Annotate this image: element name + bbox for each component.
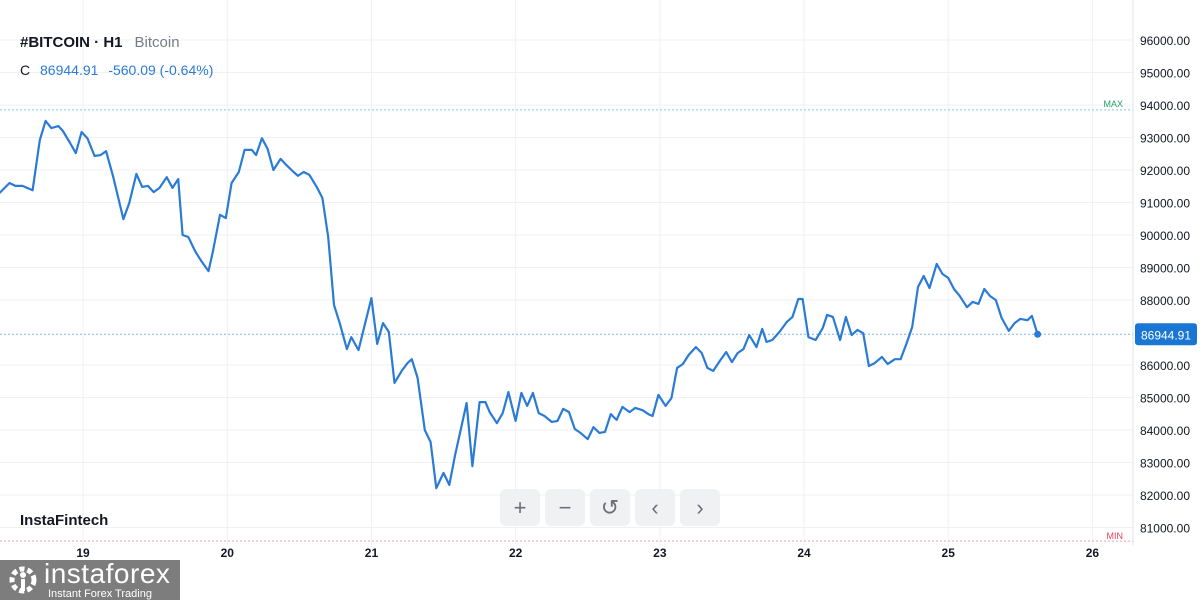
y-tick-label: 94000.00 [1140,99,1190,113]
y-tick-label: 92000.00 [1140,164,1190,178]
logo-name: instaforex [44,560,171,589]
y-tick-label: 95000.00 [1140,67,1190,81]
y-tick-label: 83000.00 [1140,457,1190,471]
y-tick-label: 86000.00 [1140,359,1190,373]
zoom-out-button[interactable]: − [545,489,585,526]
last-price-tag: 86944.91 [1135,323,1197,346]
change-value: -560.09 (-0.64%) [108,62,214,78]
y-tick-label: 85000.00 [1140,392,1190,406]
x-tick-label: 22 [509,546,523,560]
price-tag-label: 86944.91 [1141,328,1191,342]
scroll-right-button[interactable]: › [680,489,720,526]
x-tick-label: 25 [942,546,956,560]
last-price-dot [1034,330,1042,338]
symbol-label: #BITCOIN · H1 [20,34,123,51]
reset-icon: ↺ [600,494,620,520]
y-tick-label: 81000.00 [1140,522,1190,536]
x-tick-label: 23 [653,546,667,560]
ohlc-legend: C 86944.91 -560.09 (-0.64%) [20,62,213,79]
price-axis[interactable]: 96000.00 95000.00 94000.00 93000.00 92000.00… [1140,34,1190,536]
y-tick-label: 84000.00 [1140,424,1190,438]
x-tick-label: 20 [221,546,235,560]
chevron-right-icon: › [696,494,704,520]
chevron-left-icon: ‹ [651,494,659,520]
chart-brand: InstaFintech [20,512,109,529]
chart-controls: + − ↺ ‹ › [500,489,720,526]
y-tick-label: 93000.00 [1140,132,1190,146]
x-tick-label: 19 [76,546,90,560]
zoom-in-button[interactable]: + [500,489,540,526]
x-tick-label: 24 [797,546,811,560]
close-label: C [20,62,31,78]
plus-icon: + [513,494,527,520]
logo-tagline: Instant Forex Trading [48,588,152,600]
y-tick-label: 88000.00 [1140,294,1190,308]
chart-header: #BITCOIN · H1 Bitcoin [20,34,180,52]
symbol-description: Bitcoin [134,34,180,51]
close-value: 86944.91 [40,62,99,78]
gear-logo-icon [9,566,37,594]
max-label: MAX [1103,99,1123,109]
y-tick-label: 89000.00 [1140,262,1190,276]
min-label: MIN [1107,531,1124,541]
minus-icon: − [558,494,572,520]
x-tick-label: 21 [365,546,379,560]
scroll-left-button[interactable]: ‹ [635,489,675,526]
y-tick-label: 96000.00 [1140,34,1190,48]
instaforex-logo: instaforex Instant Forex Trading [0,560,180,600]
reset-button[interactable]: ↺ [590,489,630,526]
price-line [0,119,1039,490]
y-tick-label: 82000.00 [1140,489,1190,503]
y-tick-label: 90000.00 [1140,229,1190,243]
price-tag-bg [1135,323,1197,346]
y-tick-label: 91000.00 [1140,197,1190,211]
x-tick-label: 26 [1086,546,1100,560]
time-axis[interactable]: 19 20 21 22 23 24 25 26 [76,546,1099,560]
